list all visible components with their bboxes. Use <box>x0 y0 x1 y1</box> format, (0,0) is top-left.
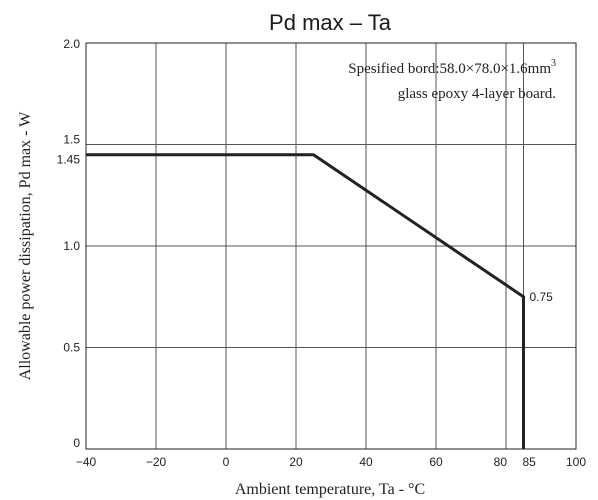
y-tick-label: 0 <box>73 436 80 450</box>
x-tick-label: 85 <box>523 455 537 469</box>
chart-title: Pd max – Ta <box>269 10 392 35</box>
board-spec-superscript: 3 <box>551 58 556 69</box>
series-layer <box>86 153 525 449</box>
x-tick-label: −40 <box>76 455 97 469</box>
y-tick-label: 0.5 <box>63 341 80 355</box>
y-axis-label: Allowable power dissipation, Pd max - W <box>17 111 34 380</box>
y-tick-label: 1.0 <box>63 239 80 253</box>
x-tick-label: 80 <box>494 455 508 469</box>
board-spec-annotation: Spesified bord:58.0×78.0×1.6mm3 <box>348 58 556 77</box>
y-tick-label: 1.5 <box>63 133 80 147</box>
x-tick-label: 20 <box>289 455 303 469</box>
board-type-annotation: glass epoxy 4-layer board. <box>398 86 556 102</box>
y-tick-label: 2.0 <box>63 37 80 51</box>
grid-lines <box>85 43 577 449</box>
x-tick-label: 40 <box>359 455 373 469</box>
x-tick-label: 100 <box>566 455 586 469</box>
x-axis-label: Ambient temperature, Ta - °C <box>235 481 425 498</box>
y-tick-label: 1.45 <box>57 153 81 167</box>
data-label: 0.75 <box>530 290 554 304</box>
x-tick-label: 60 <box>429 455 443 469</box>
plot-frame <box>85 42 577 450</box>
data-labels: 0.75 <box>530 290 554 304</box>
x-tick-label: 0 <box>223 455 230 469</box>
x-tick-label: −20 <box>146 455 167 469</box>
pd-derating-curve <box>86 153 525 449</box>
tick-labels: −40 −20 0 20 40 60 80 85 100 0 0.5 1.0 1.45 1.5 2.0 <box>57 37 587 469</box>
board-spec-line: Spesified bord:58.0×78.0×1.6mm <box>348 61 551 77</box>
